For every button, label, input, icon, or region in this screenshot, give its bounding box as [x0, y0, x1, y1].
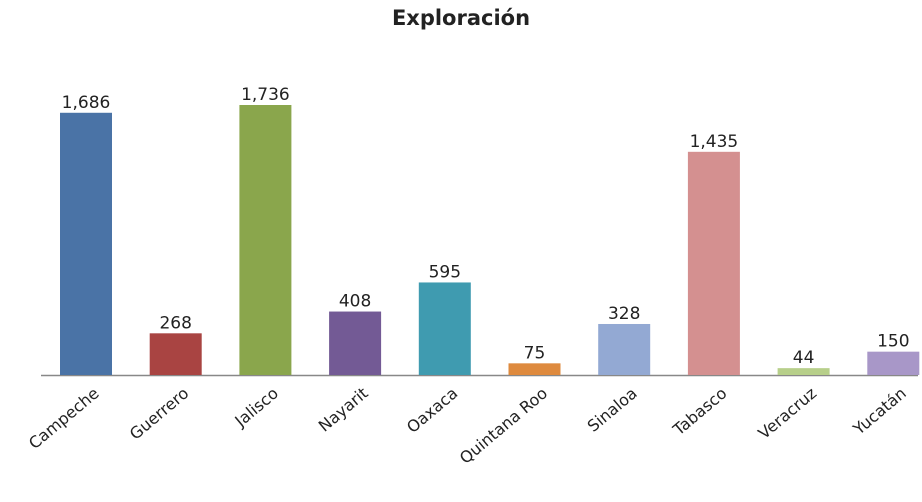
data-label: 268 — [159, 313, 191, 333]
data-label: 1,435 — [690, 132, 739, 152]
data-label: 1,686 — [62, 93, 111, 113]
x-tick-label: Tabasco — [669, 384, 731, 440]
bar-quintana-roo — [508, 363, 561, 375]
data-label: 75 — [524, 343, 546, 363]
data-label: 595 — [429, 262, 461, 282]
data-label: 150 — [877, 332, 909, 352]
x-tick-label: Nayarit — [315, 384, 372, 436]
x-tick-label: Campeche — [25, 384, 103, 453]
x-tick-label: Quintana Roo — [456, 384, 551, 468]
bar-veracruz — [777, 368, 830, 375]
x-tick-label: Guerrero — [126, 384, 192, 444]
bar-yucatán — [867, 351, 920, 375]
bar-jalisco — [239, 105, 292, 375]
data-label: 408 — [339, 292, 371, 312]
chart-title: Exploración — [391, 6, 531, 30]
data-label: 1,736 — [241, 85, 290, 105]
bar-sinaloa — [598, 323, 651, 375]
data-label: 44 — [793, 348, 815, 368]
x-tick-label: Jalisco — [230, 384, 282, 432]
bar-nayarit — [329, 311, 382, 375]
bar-oaxaca — [418, 282, 471, 375]
bar-campeche — [60, 112, 112, 376]
x-tick-label: Sinaloa — [584, 384, 641, 436]
x-tick-label: Yucatán — [849, 384, 910, 440]
x-tick-label: Oaxaca — [403, 384, 461, 437]
bar-tabasco — [687, 151, 740, 375]
data-label: 328 — [608, 304, 640, 324]
x-tick-label: Veracruz — [754, 384, 820, 443]
bar-guerrero — [149, 333, 202, 375]
